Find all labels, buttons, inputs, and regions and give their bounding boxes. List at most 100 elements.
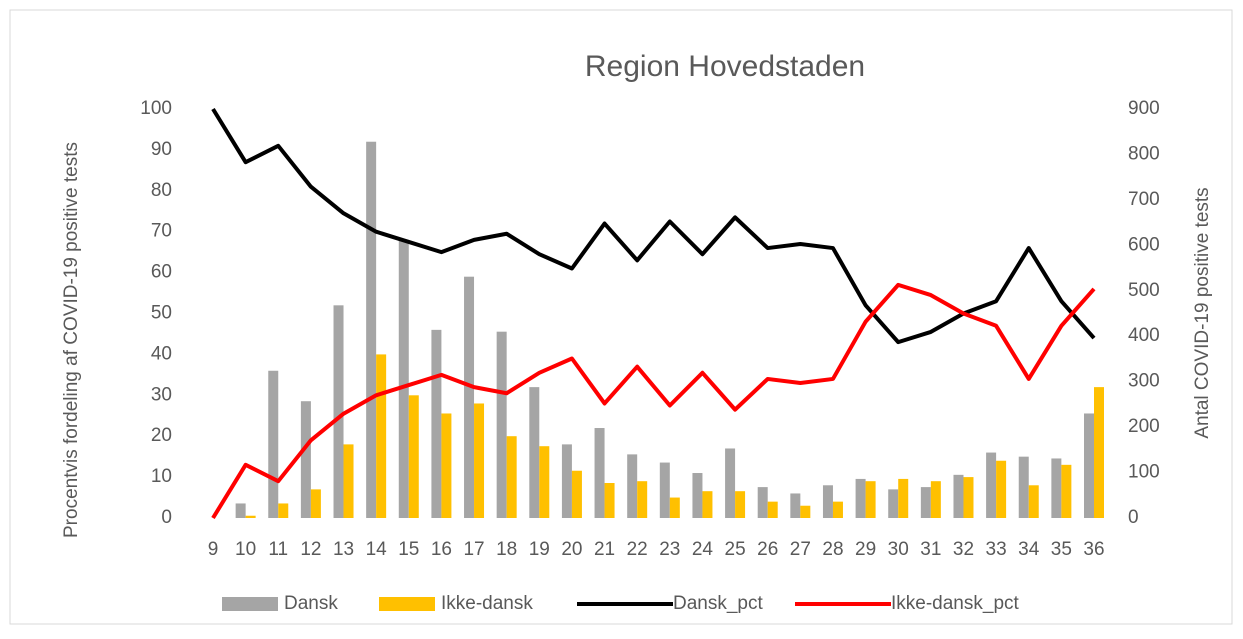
bar	[474, 403, 485, 518]
x-tick-label: 29	[855, 539, 876, 560]
x-tick-label: 17	[463, 539, 484, 560]
legend-label: Dansk	[284, 593, 338, 614]
y-tick-label: 10	[151, 466, 172, 487]
x-tick-label: 34	[1018, 539, 1040, 560]
bar	[996, 460, 1007, 518]
y2-tick-label: 300	[1128, 371, 1160, 392]
legend-label: Dansk_pct	[673, 593, 763, 614]
y-tick-label: 40	[151, 343, 172, 364]
x-tick-label: 22	[627, 539, 648, 560]
bar	[376, 354, 387, 518]
bar	[757, 487, 768, 518]
x-tick-label: 11	[268, 539, 288, 560]
bar	[310, 489, 321, 518]
x-tick-label: 25	[725, 539, 746, 560]
x-tick-label: 32	[953, 539, 974, 560]
bar	[627, 454, 638, 518]
x-tick-label: 35	[1051, 539, 1072, 560]
bar	[1061, 464, 1072, 518]
bar	[767, 501, 778, 518]
bar	[898, 478, 909, 518]
bar	[506, 436, 517, 518]
y-tick-label: 70	[151, 221, 172, 242]
y2-tick-label: 800	[1128, 143, 1160, 164]
bar	[571, 470, 582, 518]
bar	[431, 329, 442, 518]
bar	[1094, 387, 1104, 518]
y2-tick-label: 600	[1128, 234, 1160, 255]
bar	[692, 473, 703, 518]
x-tick-label: 10	[235, 539, 256, 560]
chart-title: Region Hovedstaden	[585, 50, 865, 83]
bar	[278, 503, 289, 518]
y-tick-label: 30	[151, 384, 172, 405]
y-tick-label: 0	[161, 507, 172, 528]
legend-swatch	[379, 597, 435, 611]
y-tick-label: 50	[151, 303, 172, 324]
legend-label: Ikke-dansk	[441, 593, 533, 614]
bar	[496, 331, 507, 518]
bar	[986, 452, 997, 518]
x-tick-label: 12	[300, 539, 321, 560]
x-tick-label: 9	[208, 539, 219, 560]
x-tick-label: 27	[790, 539, 811, 560]
y2-tick-label: 200	[1128, 416, 1160, 437]
bar	[725, 448, 736, 518]
legend-label: Ikke-dansk_pct	[891, 593, 1020, 614]
bar	[1084, 413, 1094, 518]
bar	[300, 401, 311, 518]
y2-tick-label: 900	[1128, 98, 1160, 119]
y-tick-label: 100	[140, 98, 172, 119]
bar	[963, 477, 974, 518]
bar	[268, 370, 279, 518]
x-tick-label: 33	[986, 539, 1007, 560]
bar	[333, 305, 344, 518]
bar	[637, 481, 648, 518]
y-tick-label: 80	[151, 180, 172, 201]
bar	[790, 493, 801, 518]
x-tick-label: 21	[594, 539, 615, 560]
bar	[865, 481, 876, 518]
x-tick-label: 30	[888, 539, 909, 560]
bar	[464, 276, 475, 518]
x-tick-label: 36	[1083, 539, 1104, 560]
bar	[604, 483, 615, 518]
bar	[594, 428, 605, 518]
bar	[822, 485, 833, 518]
x-tick-label: 31	[920, 539, 941, 560]
y2-tick-label: 100	[1128, 462, 1160, 483]
x-tick-label: 23	[659, 539, 680, 560]
x-tick-label: 19	[529, 539, 550, 560]
x-tick-label: 13	[333, 539, 354, 560]
bar	[245, 515, 256, 518]
bar	[735, 491, 746, 518]
bar	[561, 444, 572, 518]
y-axis-label: Procentvis fordeling af COVID-19 positiv…	[61, 142, 82, 538]
bar	[1028, 485, 1039, 518]
bar	[408, 395, 419, 518]
bar	[832, 501, 843, 518]
bar	[888, 489, 899, 518]
y2-tick-label: 500	[1128, 280, 1160, 301]
y-tick-label: 60	[151, 262, 172, 283]
bar	[539, 446, 550, 518]
bar	[953, 474, 964, 518]
bar	[800, 505, 811, 518]
y2-axis-label: Antal COVID-19 positive tests	[1192, 187, 1213, 438]
bar	[441, 413, 452, 518]
bar	[1018, 456, 1029, 518]
y2-tick-label: 400	[1128, 325, 1160, 346]
bar	[343, 444, 354, 518]
x-tick-label: 16	[431, 539, 452, 560]
x-tick-label: 24	[692, 539, 714, 560]
x-tick-label: 28	[822, 539, 843, 560]
x-tick-label: 26	[757, 539, 778, 560]
line	[211, 282, 1096, 520]
bar	[920, 487, 931, 518]
bar	[235, 503, 246, 518]
line	[211, 107, 1096, 345]
bar	[930, 481, 941, 518]
y2-tick-label: 700	[1128, 189, 1160, 210]
bar	[702, 491, 713, 518]
bar	[855, 478, 866, 518]
